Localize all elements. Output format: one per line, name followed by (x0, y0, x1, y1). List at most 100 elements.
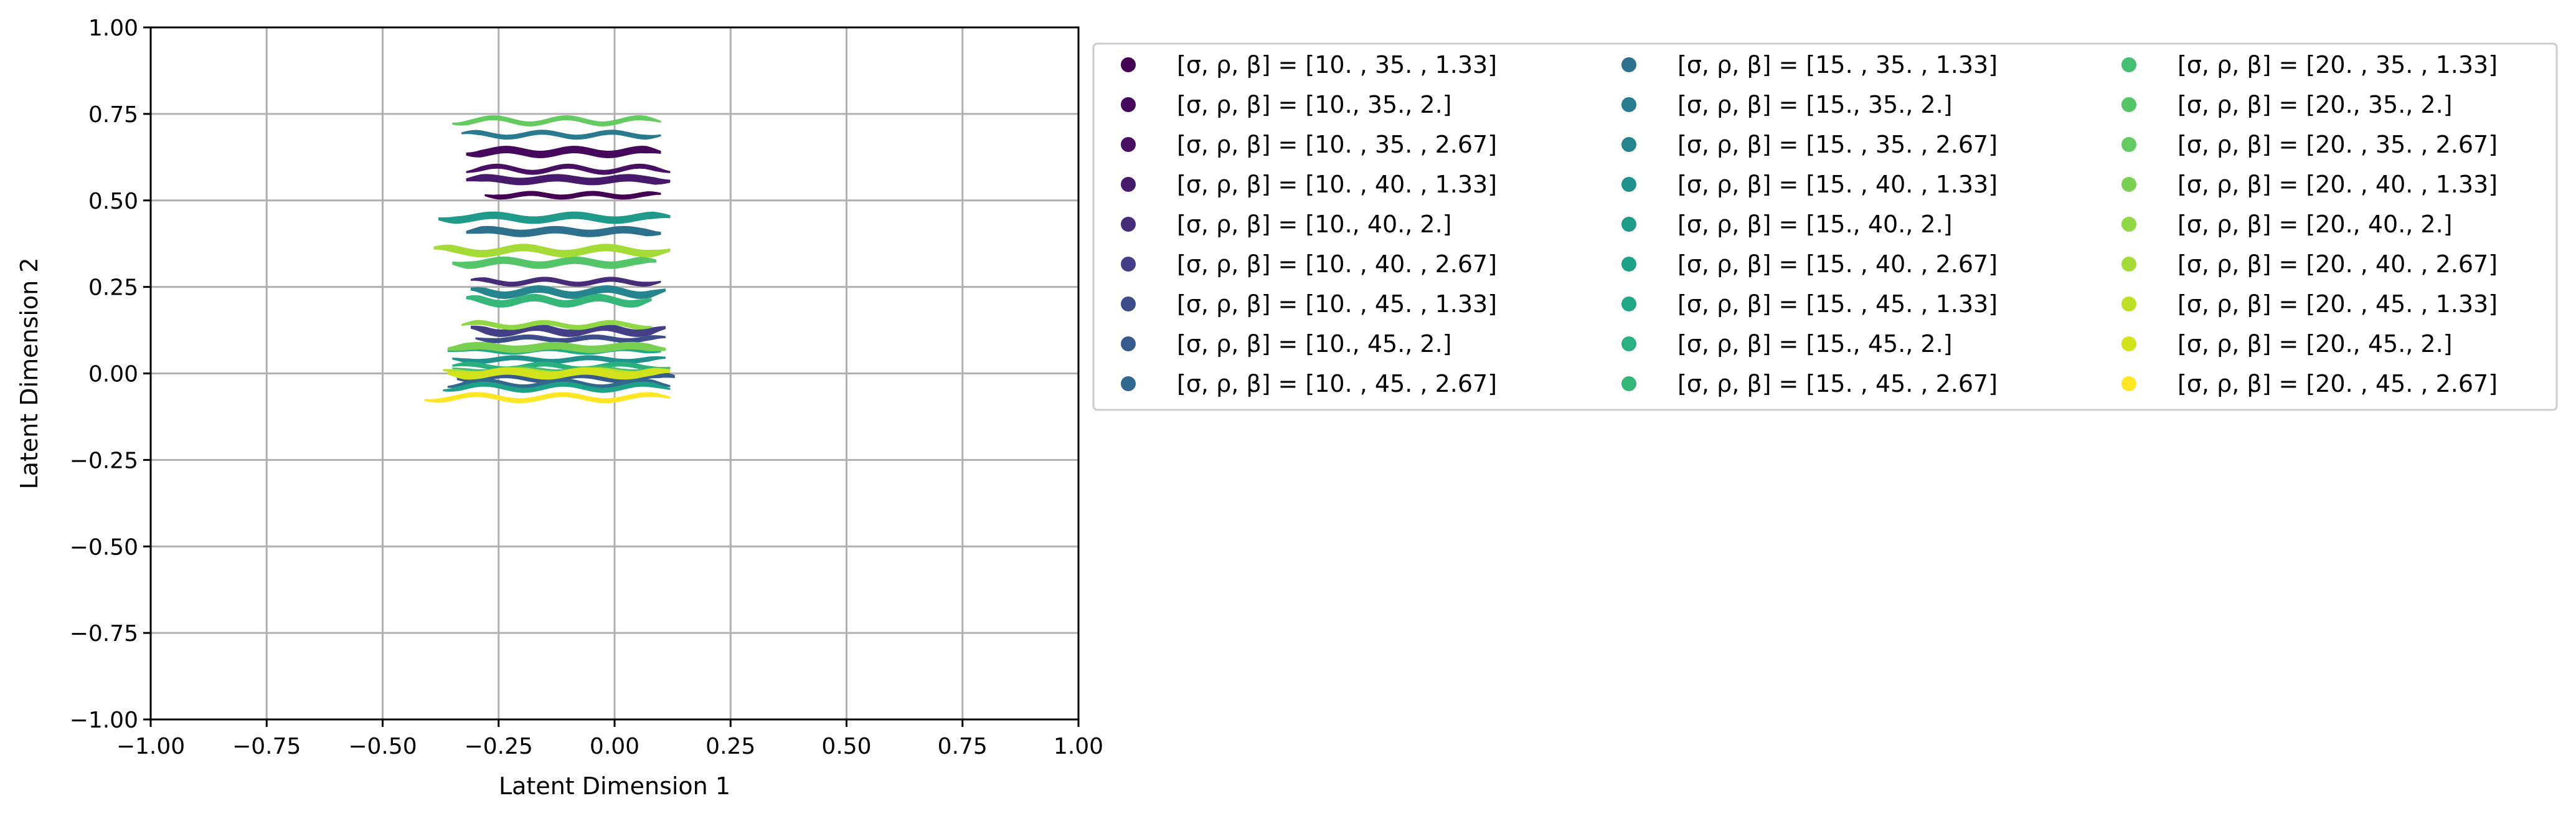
x-tick-label: 0.25 (705, 734, 755, 759)
legend-label: [σ, ρ, β] = [10. , 45. , 2.67] (1177, 370, 1497, 397)
legend-marker (1121, 97, 1136, 112)
legend-marker (2121, 217, 2136, 232)
series-band-18 (466, 293, 652, 308)
x-tick-label: 0.75 (938, 734, 988, 759)
legend-marker (2121, 336, 2136, 351)
series-band-5 (471, 277, 661, 287)
legend-marker (1621, 57, 1636, 72)
series-band-24 (433, 244, 671, 258)
series-band-13 (452, 355, 666, 364)
legend-label: [σ, ρ, β] = [15., 35., 2.] (1677, 91, 1953, 118)
legend-marker (1621, 297, 1636, 311)
x-tick-label: 1.00 (1054, 734, 1103, 759)
series-band-22 (447, 341, 666, 353)
legend-label: [σ, ρ, β] = [10. , 35. , 1.33] (1177, 51, 1497, 78)
legend-marker (2121, 376, 2136, 391)
y-tick-label: 0.50 (88, 189, 138, 214)
legend-marker (1121, 336, 1136, 351)
legend-label: [σ, ρ, β] = [10., 40., 2.] (1177, 211, 1452, 238)
legend-marker (2121, 137, 2136, 152)
x-tick-label: 0.50 (821, 734, 871, 759)
legend-label: [σ, ρ, β] = [15., 45., 2.] (1677, 330, 1953, 358)
series-band-12 (471, 285, 666, 299)
y-axis-label: Latent Dimension 2 (16, 257, 43, 489)
series-band-15 (443, 381, 671, 393)
legend-label: [σ, ρ, β] = [20., 40., 2.] (2177, 211, 2453, 238)
y-tick-label: −0.50 (70, 534, 138, 560)
series-band-14 (438, 211, 671, 224)
legend-marker (2121, 297, 2136, 311)
legend-label: [σ, ρ, β] = [20. , 40. , 2.67] (2177, 250, 2498, 278)
grid-lines (149, 26, 1080, 721)
legend-label: [σ, ρ, β] = [20. , 45. , 1.33] (2177, 290, 2498, 318)
series-band-3 (466, 163, 671, 175)
x-axis-ticks: −1.00 −0.75 −0.50 −0.25 0.00 0.25 0.50 0.75 1.00 (116, 719, 1103, 759)
legend-marker (2121, 57, 2136, 72)
legend-label: [σ, ρ, β] = [15. , 35. , 1.33] (1677, 51, 1998, 78)
series-band-20 (452, 256, 657, 269)
y-tick-label: 1.00 (88, 16, 138, 41)
series-band-1 (484, 191, 661, 200)
legend-marker (2121, 177, 2136, 192)
legend-marker (2121, 257, 2136, 272)
legend-marker (1121, 57, 1136, 72)
legend-marker (1121, 376, 1136, 391)
y-axis-ticks: −1.00 −0.75 −0.50 −0.25 0.00 0.25 0.50 0.75 1.00 (70, 16, 151, 733)
legend-marker (1621, 97, 1636, 112)
legend-marker (1621, 336, 1636, 351)
legend-label: [σ, ρ, β] = [20. , 45. , 2.67] (2177, 370, 2498, 397)
legend-label: [σ, ρ, β] = [20., 35., 2.] (2177, 91, 2453, 118)
legend-marker (1121, 137, 1136, 152)
x-axis-label: Latent Dimension 1 (499, 772, 730, 800)
series-band-21 (452, 115, 661, 126)
legend-label: [σ, ρ, β] = [10., 35., 2.] (1177, 91, 1452, 118)
series-band-10 (466, 225, 661, 237)
data-points (424, 115, 675, 404)
series-band-11 (461, 130, 661, 140)
legend-marker (1621, 177, 1636, 192)
y-tick-label: 0.75 (88, 102, 138, 128)
x-tick-label: −1.00 (116, 734, 185, 759)
legend-marker (1621, 376, 1636, 391)
legend-label: [σ, ρ, β] = [20. , 35. , 1.33] (2177, 51, 2498, 78)
legend-label: [σ, ρ, β] = [15. , 40. , 1.33] (1677, 171, 1998, 198)
series-band-4 (466, 174, 671, 186)
y-tick-label: 0.25 (88, 275, 138, 301)
legend-marker (1121, 257, 1136, 272)
y-tick-label: 0.00 (88, 362, 138, 387)
x-tick-label: −0.50 (348, 734, 417, 759)
legend-label: [σ, ρ, β] = [15. , 35. , 2.67] (1677, 131, 1998, 158)
y-tick-label: −0.25 (70, 448, 138, 473)
legend-label: [σ, ρ, β] = [10. , 40. , 1.33] (1177, 171, 1497, 198)
legend-label: [σ, ρ, β] = [20. , 40. , 1.33] (2177, 171, 2498, 198)
legend-label: [σ, ρ, β] = [10. , 45. , 1.33] (1177, 290, 1497, 318)
x-tick-label: −0.25 (465, 734, 533, 759)
legend-marker (1121, 297, 1136, 311)
legend-label: [σ, ρ, β] = [10., 45., 2.] (1177, 330, 1452, 358)
plot-area: −1.00 −0.75 −0.50 −0.25 0.00 0.25 0.50 0.75 1.00… (70, 16, 1103, 759)
legend-marker (1621, 137, 1636, 152)
y-tick-label: −0.75 (70, 621, 138, 647)
legend-marker (1121, 177, 1136, 192)
legend-label: [σ, ρ, β] = [20. , 35. , 2.67] (2177, 131, 2498, 158)
legend-label: [σ, ρ, β] = [15. , 45. , 1.33] (1677, 290, 1998, 318)
legend-marker (1121, 217, 1136, 232)
legend-label: [σ, ρ, β] = [15. , 40. , 2.67] (1677, 250, 1998, 278)
series-band-27 (424, 392, 671, 404)
legend-label: [σ, ρ, β] = [20., 45., 2.] (2177, 330, 2453, 358)
legend-label: [σ, ρ, β] = [10. , 35. , 2.67] (1177, 131, 1497, 158)
x-tick-label: −0.75 (232, 734, 301, 759)
legend-marker (1621, 217, 1636, 232)
series-band-23 (461, 320, 652, 330)
legend-box (1092, 42, 2558, 411)
legend-label: [σ, ρ, β] = [15. , 45. , 2.67] (1677, 370, 1998, 397)
legend-label: [σ, ρ, β] = [15., 40., 2.] (1677, 211, 1953, 238)
legend-marker (2121, 97, 2136, 112)
legend-marker (1621, 257, 1636, 272)
series-band-26 (447, 367, 671, 380)
series-band-9 (447, 378, 671, 390)
series-band-7 (475, 334, 666, 343)
series-band-2 (466, 146, 661, 158)
legend-label: [σ, ρ, β] = [10. , 40. , 2.67] (1177, 250, 1497, 278)
